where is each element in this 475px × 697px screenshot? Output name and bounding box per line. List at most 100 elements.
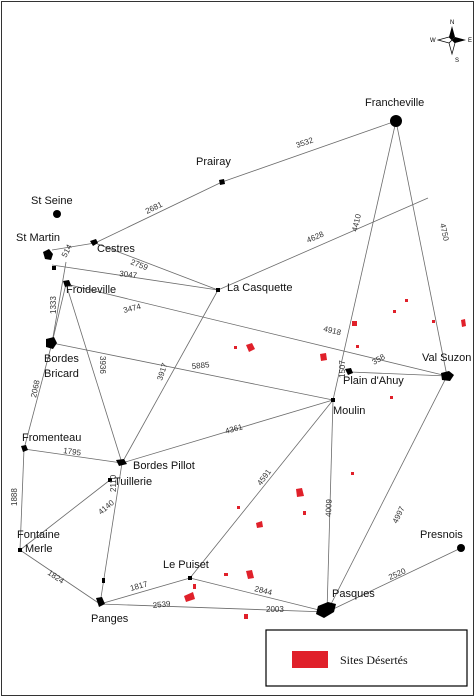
road-cestres-prairay xyxy=(94,181,223,244)
deserted-site xyxy=(224,573,228,576)
distance-label: 2068 xyxy=(29,379,42,399)
place-label-st-martin: St Martin xyxy=(16,232,60,244)
deserted-site xyxy=(390,396,393,399)
deserted-site xyxy=(237,506,240,509)
place-label-le-puiset: Le Puiset xyxy=(163,559,209,571)
deserted-site xyxy=(461,319,466,327)
bordes-pillot-symbol xyxy=(116,459,127,466)
distance-label: 2003 xyxy=(266,605,284,614)
road-moulin-pasques xyxy=(326,399,334,613)
road-stmartin-bordes xyxy=(51,261,67,344)
place-label-bordes: Bordes xyxy=(44,353,79,365)
place-label-francheville: Francheville xyxy=(365,97,424,109)
place-label-froideville: Froideville xyxy=(66,284,116,296)
road-fromenteau-fontaine xyxy=(19,448,25,551)
legend-swatch-deserted-sites xyxy=(292,651,328,668)
place-label-presnois: Presnois xyxy=(420,529,463,541)
distance-labels: 3532 2681 514 2759 3047 4628 4410 4750 3… xyxy=(10,135,451,614)
distance-label: 2539 xyxy=(152,599,171,610)
tuillerie-symbol xyxy=(108,478,112,482)
place-label-la-casquette: La Casquette xyxy=(227,282,292,294)
road-stmartin-bordes-2 xyxy=(51,283,67,344)
place-label-panges: Panges xyxy=(91,613,129,625)
distance-label: 3047 xyxy=(119,269,138,280)
distance-label: 4918 xyxy=(323,324,343,337)
deserted-sites xyxy=(184,299,466,619)
road-valsuzon-pasques xyxy=(326,375,448,613)
st-martin-symbol xyxy=(43,249,56,270)
road-froideville-pillot xyxy=(65,283,123,464)
distance-label: 1888 xyxy=(10,488,19,506)
road-stmartin-casquette xyxy=(51,264,219,291)
place-label-fontaine: Fontaine xyxy=(17,529,60,541)
road-fontaine-panges xyxy=(19,549,101,605)
road-network xyxy=(19,120,462,613)
deserted-site xyxy=(244,614,248,619)
road-tuillerie-fontaine xyxy=(19,479,111,551)
panges-symbol xyxy=(96,578,105,607)
distance-label: 3936 xyxy=(98,356,107,374)
plain-dahuy-symbol xyxy=(345,368,353,375)
deserted-site xyxy=(320,353,327,361)
place-label-bordes-pillot: Bordes Pillot xyxy=(133,460,195,472)
road-cestres-casquette xyxy=(94,242,219,291)
road-bordes-fromenteau xyxy=(23,342,53,450)
la-casquette-symbol xyxy=(216,288,220,292)
prairay-symbol xyxy=(219,179,225,185)
deserted-site xyxy=(296,488,304,497)
deserted-site xyxy=(246,343,255,352)
compass-rose-icon: N S E W xyxy=(430,20,472,64)
pasques-symbol xyxy=(316,602,336,618)
deserted-site xyxy=(405,299,408,302)
compass-w-label: W xyxy=(430,38,436,44)
fromenteau-symbol xyxy=(21,445,28,452)
road-moulin-puiset xyxy=(189,399,334,579)
road-panges-pasques-a xyxy=(99,603,328,613)
road-casquette-pillot xyxy=(121,289,219,464)
compass-s-label: S xyxy=(455,58,459,64)
road-puiset-pasques xyxy=(189,577,328,613)
compass-north-point xyxy=(449,26,455,40)
fontaine-merle-symbol xyxy=(18,548,22,552)
place-label-tuillerie: Tuillerie xyxy=(114,476,152,488)
froideville-symbol xyxy=(63,280,71,287)
village-symbols xyxy=(18,115,465,618)
place-label-moulin: Moulin xyxy=(333,405,365,417)
deserted-site xyxy=(432,320,435,323)
place-label-merle: Merle xyxy=(25,543,53,555)
road-francheville-moulin xyxy=(332,120,397,401)
compass-n-label: N xyxy=(450,20,454,26)
le-puiset-symbol xyxy=(188,576,192,580)
road-bordes-moulin xyxy=(51,342,334,401)
distance-label: 4009 xyxy=(324,498,334,517)
legend-label: Sites Désertés xyxy=(340,653,408,667)
place-label-pasques: Pasques xyxy=(332,588,375,600)
distance-label: 2844 xyxy=(254,584,274,597)
distance-label: 1795 xyxy=(63,446,82,457)
road-pasques-presnois xyxy=(326,547,462,613)
deserted-site xyxy=(356,345,359,348)
deserted-site xyxy=(256,521,263,528)
deserted-site xyxy=(193,584,196,589)
road-prairay-francheville xyxy=(221,120,397,183)
deserted-site xyxy=(234,346,237,349)
distance-label: 2110 xyxy=(109,474,118,492)
road-francheville-valsuzon xyxy=(395,120,448,377)
road-plain-valsuzon xyxy=(349,371,448,377)
road-pillot-moulin xyxy=(121,399,334,464)
distance-label: 4410 xyxy=(350,213,363,233)
cestres-symbol xyxy=(90,239,98,246)
road-stmartin-cestres xyxy=(51,242,96,251)
moulin-symbol xyxy=(331,398,335,402)
place-label-st-seine: St Seine xyxy=(31,195,73,207)
distance-label: 3474 xyxy=(122,302,142,315)
legend: Sites Désertés xyxy=(265,629,468,687)
distance-label: 5885 xyxy=(191,360,210,371)
compass-e-label: E xyxy=(468,38,472,44)
place-label-val-suzon: Val Suzon xyxy=(422,352,471,364)
compass-west-point xyxy=(436,36,453,44)
francheville-dot xyxy=(390,115,402,127)
place-label-bricard: Bricard xyxy=(44,368,79,380)
road-froideville-valsuzon xyxy=(65,283,448,377)
st-seine-dot xyxy=(53,210,61,218)
